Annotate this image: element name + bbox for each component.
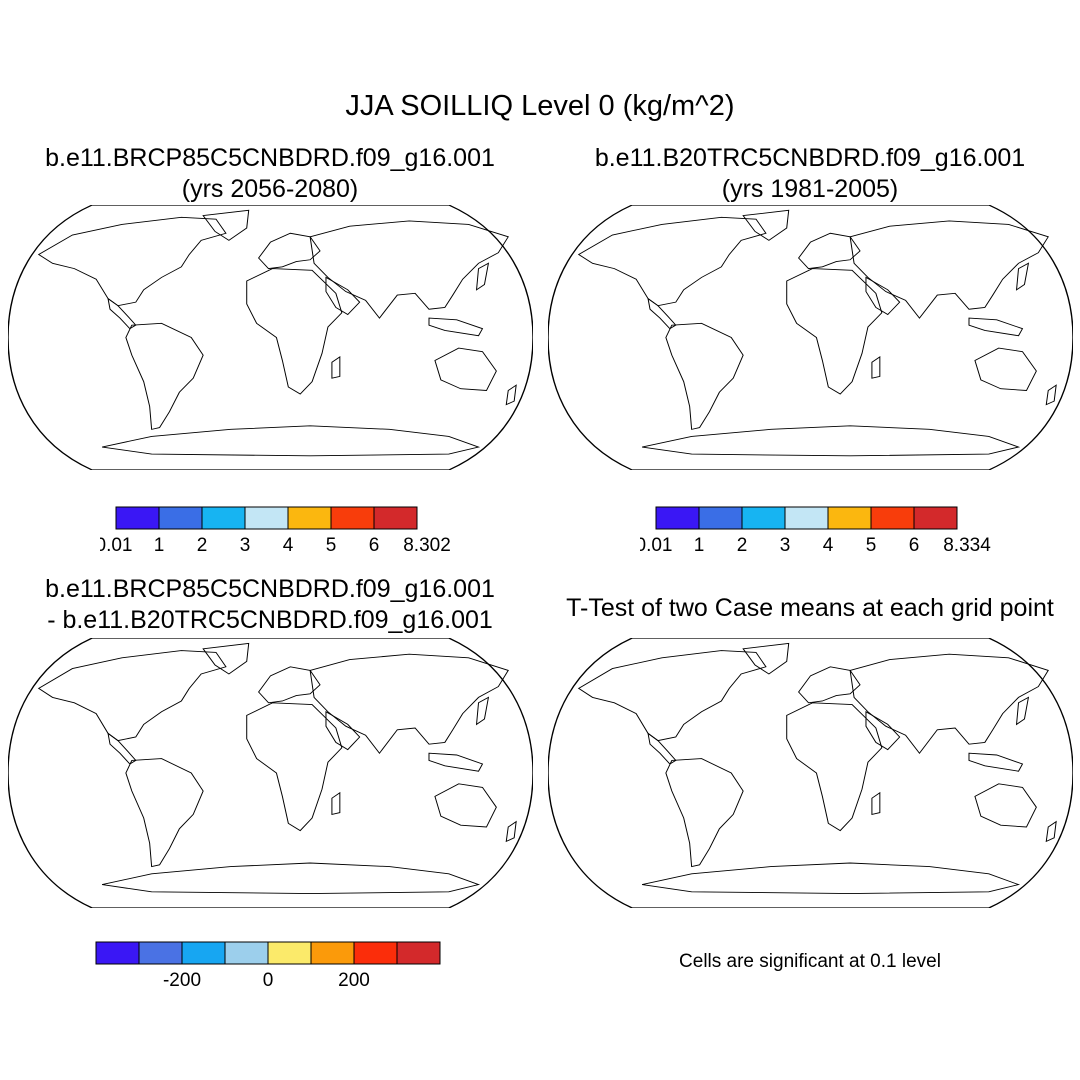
colorbar-swatch bbox=[698, 506, 743, 530]
panel-2-title-line1: b.e11.B20TRC5CNBDRD.f09_g16.001 bbox=[594, 144, 1026, 172]
colorbar-swatch bbox=[827, 506, 872, 530]
colorbar-panel-2: 0.01 1 2 3 4 5 6 8.334 bbox=[640, 506, 991, 556]
colorbar-label: -200 bbox=[163, 970, 201, 991]
colorbar-panel-1: 0.01 1 2 3 4 5 6 8.302 bbox=[100, 506, 451, 556]
panel-1-title-line1: b.e11.BRCP85C5CNBDRD.f09_g16.001 bbox=[45, 144, 495, 172]
colorbar-label: 6 bbox=[369, 535, 380, 556]
colorbar-swatch bbox=[870, 506, 915, 530]
colorbar-label: 8.334 bbox=[943, 535, 991, 556]
colorbar-panel-3: -200 0 200 bbox=[95, 941, 441, 991]
panel-2-field bbox=[578, 210, 1057, 456]
significance-note: Cells are significant at 0.1 level bbox=[679, 951, 941, 972]
panel-4-field bbox=[578, 643, 1057, 894]
colorbar-label: 1 bbox=[154, 535, 165, 556]
colorbar-swatch bbox=[373, 506, 418, 530]
panel-1-title-line2: (yrs 2056-2080) bbox=[181, 175, 359, 203]
figure-title: JJA SOILLIQ Level 0 (kg/m^2) bbox=[345, 90, 735, 122]
colorbar-swatch bbox=[741, 506, 786, 530]
panel-3-title-line2: - b.e11.B20TRC5CNBDRD.f09_g16.001 bbox=[47, 606, 493, 634]
colorbar-swatch bbox=[913, 506, 958, 530]
colorbar-label: 1 bbox=[694, 535, 705, 556]
colorbar-swatch bbox=[784, 506, 829, 530]
colorbar-label: 2 bbox=[737, 535, 748, 556]
map-3-frame bbox=[8, 638, 533, 908]
colorbar-swatch bbox=[244, 506, 289, 530]
colorbar-swatch bbox=[224, 941, 269, 965]
colorbar-swatch bbox=[201, 506, 246, 530]
panel-4-title-line1: T-Test of two Case means at each grid po… bbox=[566, 594, 1054, 622]
colorbar-label: 4 bbox=[283, 535, 294, 556]
map-panel-2 bbox=[548, 205, 1073, 470]
colorbar-label: 8.302 bbox=[403, 535, 451, 556]
colorbar-label: 5 bbox=[326, 535, 337, 556]
colorbar-swatch bbox=[353, 941, 398, 965]
colorbar-label: 4 bbox=[823, 535, 834, 556]
colorbar-label: 5 bbox=[866, 535, 877, 556]
colorbar-label: 2 bbox=[197, 535, 208, 556]
map-panel-3 bbox=[8, 638, 533, 908]
colorbar-label: 0.01 bbox=[100, 535, 132, 556]
map-2-frame bbox=[548, 205, 1073, 470]
colorbar-swatch bbox=[138, 941, 183, 965]
panel-3-title: b.e11.BRCP85C5CNBDRD.f09_g16.001 - b.e11… bbox=[0, 574, 540, 636]
colorbar-swatch bbox=[181, 941, 226, 965]
colorbar-swatch bbox=[330, 506, 375, 530]
panel-1-title: b.e11.BRCP85C5CNBDRD.f09_g16.001 (yrs 20… bbox=[0, 143, 540, 205]
colorbar-swatch bbox=[95, 941, 140, 965]
panel-2-title-line2: (yrs 1981-2005) bbox=[721, 175, 899, 203]
colorbar-swatch bbox=[267, 941, 312, 965]
panel-1-field bbox=[38, 210, 517, 456]
colorbar-label: 0 bbox=[263, 970, 274, 991]
colorbar-swatch bbox=[655, 506, 700, 530]
colorbar-label: 200 bbox=[338, 970, 370, 991]
colorbar-swatch bbox=[158, 506, 203, 530]
map-panel-1 bbox=[8, 205, 533, 470]
colorbar-label: 0.01 bbox=[640, 535, 672, 556]
panel-4-title: T-Test of two Case means at each grid po… bbox=[540, 593, 1080, 624]
colorbar-swatch bbox=[115, 506, 160, 530]
colorbar-label: 3 bbox=[780, 535, 791, 556]
colorbar-label: 6 bbox=[909, 535, 920, 556]
panel-3-title-line1: b.e11.BRCP85C5CNBDRD.f09_g16.001 bbox=[45, 575, 495, 603]
map-panel-4 bbox=[548, 638, 1073, 908]
colorbar-label: 3 bbox=[240, 535, 251, 556]
colorbar-swatch bbox=[310, 941, 355, 965]
colorbar-swatch bbox=[396, 941, 441, 965]
map-4-frame bbox=[548, 638, 1073, 908]
colorbar-swatch bbox=[287, 506, 332, 530]
map-1-frame bbox=[8, 205, 533, 470]
panel-2-title: b.e11.B20TRC5CNBDRD.f09_g16.001 (yrs 198… bbox=[540, 143, 1080, 205]
